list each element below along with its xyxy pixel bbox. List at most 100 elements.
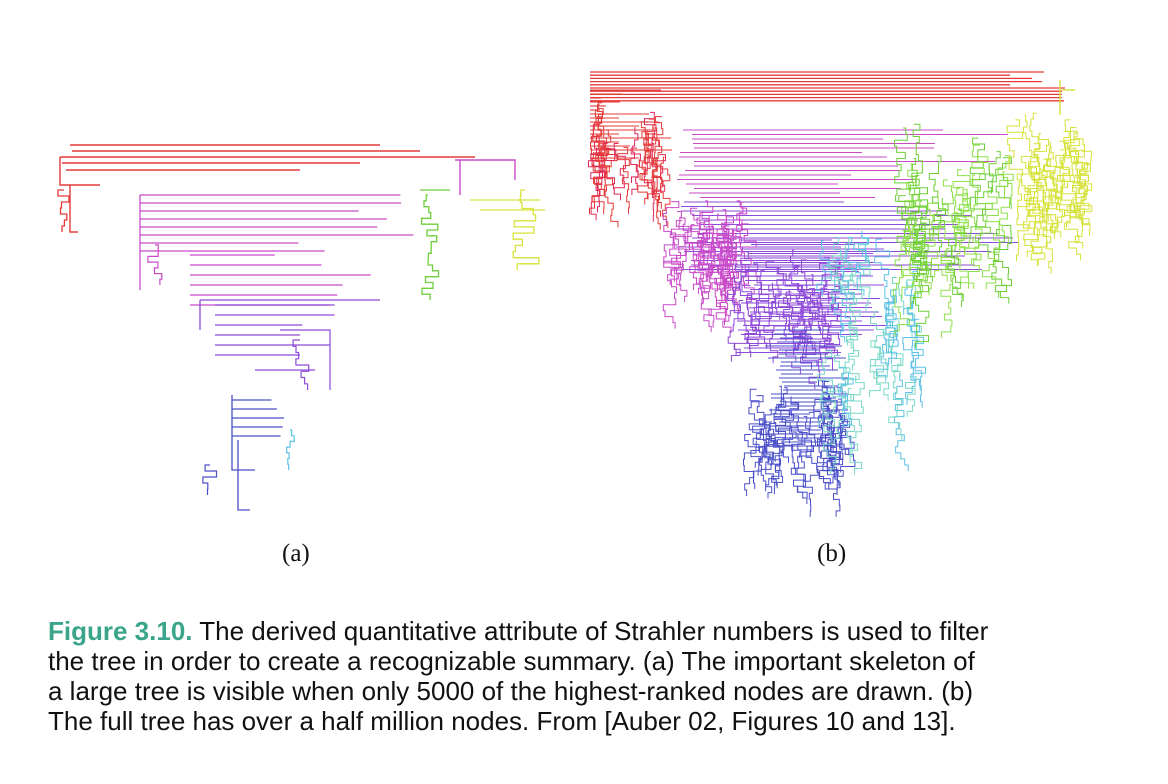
- tree-edge-green: [922, 196, 940, 296]
- tree-edge-green: [991, 228, 1008, 298]
- tree-edge-yellow: [1016, 187, 1030, 262]
- tree-edge-green: [969, 137, 987, 239]
- tree-edge-yellow: [1073, 164, 1090, 249]
- tree-edge-yellow: [1044, 146, 1057, 202]
- tree-edge-yellow: [1068, 127, 1083, 224]
- tree-edge-cyan: [827, 236, 842, 293]
- tree-edge-cyan: [816, 240, 832, 297]
- tree-edge-red: [660, 156, 671, 228]
- skeleton-edge-purple: [255, 329, 331, 390]
- tree-edge-blue: [773, 400, 787, 462]
- tree-edge-green: [894, 127, 911, 214]
- tree-edge-cyan: [843, 236, 857, 323]
- tree-edge-blue: [764, 421, 781, 489]
- tree-edge-cyan: [840, 237, 858, 330]
- tree-edge-blue: [754, 433, 770, 468]
- tree-edge-red: [617, 147, 630, 214]
- tree-edge-purple: [784, 249, 803, 310]
- tree-edge-cyan: [832, 296, 846, 343]
- tree-edge-red: [637, 129, 650, 205]
- tree-edge-cyan: [891, 277, 905, 378]
- tree-edge-cyan: [876, 328, 892, 401]
- tree-edge-cyan: [888, 358, 903, 441]
- tree-edge-cyan: [911, 318, 926, 392]
- tree-edge-cyan: [875, 331, 889, 382]
- tree-edge-red: [641, 118, 657, 176]
- tree-edge-purple: [801, 259, 814, 311]
- tree-edge-cyan: [838, 367, 847, 410]
- tree-edge-green: [921, 234, 934, 275]
- tree-edge-cyan: [904, 282, 915, 333]
- tree-edge-magenta: [723, 228, 737, 305]
- tree-edge-magenta: [700, 219, 714, 271]
- tree-edge-magenta: [722, 225, 737, 290]
- tree-edge-cyan: [837, 371, 854, 431]
- tree-edge-blue: [830, 398, 847, 478]
- tree-edge-red: [595, 117, 610, 196]
- tree-edge-cyan: [849, 375, 865, 475]
- tree-edge-blue: [816, 386, 832, 469]
- tree-edge-green: [952, 169, 971, 253]
- skeleton-edge-red: [59, 157, 100, 233]
- tree-edge-green: [906, 157, 923, 225]
- tree-edge-green: [987, 151, 1001, 194]
- tree-edge-cyan: [844, 321, 860, 386]
- tree-edge-purple: [773, 267, 790, 332]
- tree-edge-red: [630, 147, 641, 195]
- tree-edge-cyan: [847, 274, 863, 346]
- tree-edge-yellow: [1032, 168, 1049, 266]
- tree-edge-red: [643, 144, 654, 196]
- tree-edge-magenta: [672, 217, 689, 287]
- tree-edge-blue: [816, 416, 831, 485]
- tree-edge-green: [947, 208, 966, 307]
- tree-edge-blue: [782, 397, 799, 475]
- tree-edge-green: [940, 179, 957, 282]
- tree-edge-green: [933, 197, 949, 253]
- tree-edge-purple: [777, 294, 793, 341]
- tree-edge-green: [944, 244, 963, 300]
- tree-edge-green: [993, 224, 1012, 304]
- tree-edge-blue: [840, 435, 856, 473]
- caption-line-1: Figure 3.10. The derived quantitative at…: [48, 616, 1128, 646]
- skeleton-edge-yellow: [512, 189, 540, 270]
- skeleton-edge-purple: [292, 339, 310, 390]
- tree-edge-magenta: [662, 232, 680, 329]
- tree-edge-purple: [739, 251, 755, 321]
- tree-edge-yellow: [1036, 158, 1051, 234]
- tree-edge-cyan: [906, 279, 922, 350]
- tree-edge-red: [596, 105, 606, 171]
- tree-edge-blue: [818, 398, 833, 447]
- tree-edge-green: [963, 236, 982, 289]
- tree-edge-green: [999, 171, 1013, 243]
- subfigure-label-a: (a): [282, 540, 310, 567]
- tree-edge-red: [590, 148, 603, 213]
- tree-edge-purple: [729, 263, 743, 317]
- tree-edge-purple: [800, 289, 818, 367]
- tree-edge-blue: [748, 388, 765, 436]
- subfigure-label-b: (b): [817, 540, 847, 567]
- figure-caption: Figure 3.10. The derived quantitative at…: [48, 616, 1128, 736]
- tree-edge-red: [654, 116, 664, 165]
- tree-edge-blue: [796, 425, 812, 499]
- tree-edge-blue: [818, 379, 830, 420]
- tree-edge-magenta: [689, 207, 705, 291]
- tree-edge-magenta: [696, 211, 713, 282]
- tree-edge-green: [971, 144, 989, 186]
- caption-line-2: the tree in order to create a recognizab…: [48, 646, 975, 676]
- tree-edge-yellow: [1029, 157, 1045, 220]
- tree-edge-blue: [785, 396, 800, 444]
- tree-edge-purple: [790, 265, 806, 355]
- skeleton-edge-cyan: [286, 429, 295, 470]
- tree-edge-cyan: [885, 297, 897, 365]
- tree-edge-purple: [751, 300, 770, 349]
- tree-a-skeleton: [57, 144, 545, 511]
- tree-edge-red: [644, 127, 658, 200]
- tree-edge-red: [592, 104, 606, 159]
- tree-edge-green: [951, 187, 969, 246]
- tree-edge-cyan: [858, 238, 871, 311]
- tree-edge-purple: [817, 308, 829, 366]
- tree-edge-yellow: [1028, 112, 1043, 179]
- tree-edge-cyan: [874, 238, 891, 311]
- tree-edge-green: [905, 207, 921, 254]
- tree-edge-purple: [756, 270, 774, 337]
